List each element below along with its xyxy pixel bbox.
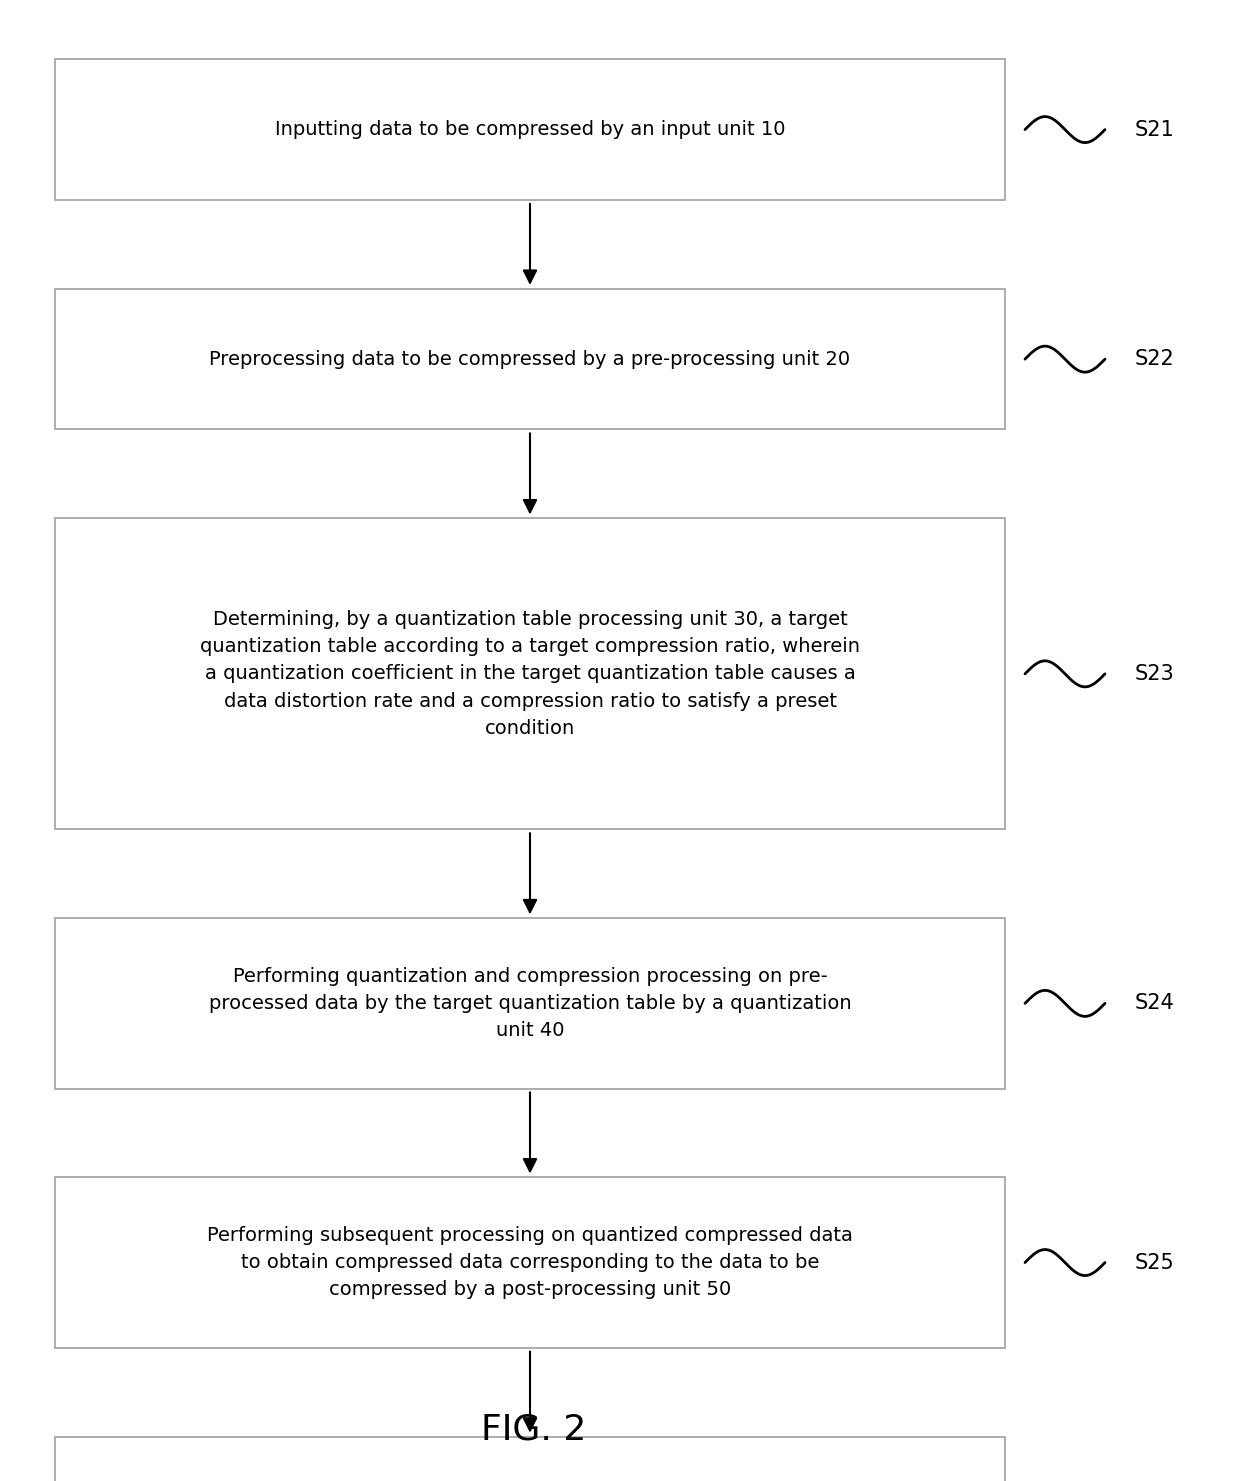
Text: S24: S24 [1135, 994, 1174, 1013]
Text: Inputting data to be compressed by an input unit 10: Inputting data to be compressed by an in… [275, 120, 785, 139]
Bar [55, 59, 1004, 200]
Text: Preprocessing data to be compressed by a pre-processing unit 20: Preprocessing data to be compressed by a… [210, 350, 851, 369]
Text: S23: S23 [1135, 663, 1174, 684]
Text: Determining, by a quantization table processing unit 30, a target
quantization t: Determining, by a quantization table pro… [200, 610, 861, 738]
Text: FIG. 2: FIG. 2 [481, 1413, 585, 1447]
Bar [55, 918, 1004, 1089]
Bar [55, 1437, 1004, 1481]
Text: S22: S22 [1135, 350, 1174, 369]
Bar [55, 289, 1004, 429]
Text: S21: S21 [1135, 120, 1174, 139]
Bar [55, 1177, 1004, 1348]
Text: S25: S25 [1135, 1253, 1174, 1272]
Bar [55, 518, 1004, 829]
Text: Performing quantization and compression processing on pre-
processed data by the: Performing quantization and compression … [208, 967, 852, 1040]
Text: Performing subsequent processing on quantized compressed data
to obtain compress: Performing subsequent processing on quan… [207, 1226, 853, 1299]
